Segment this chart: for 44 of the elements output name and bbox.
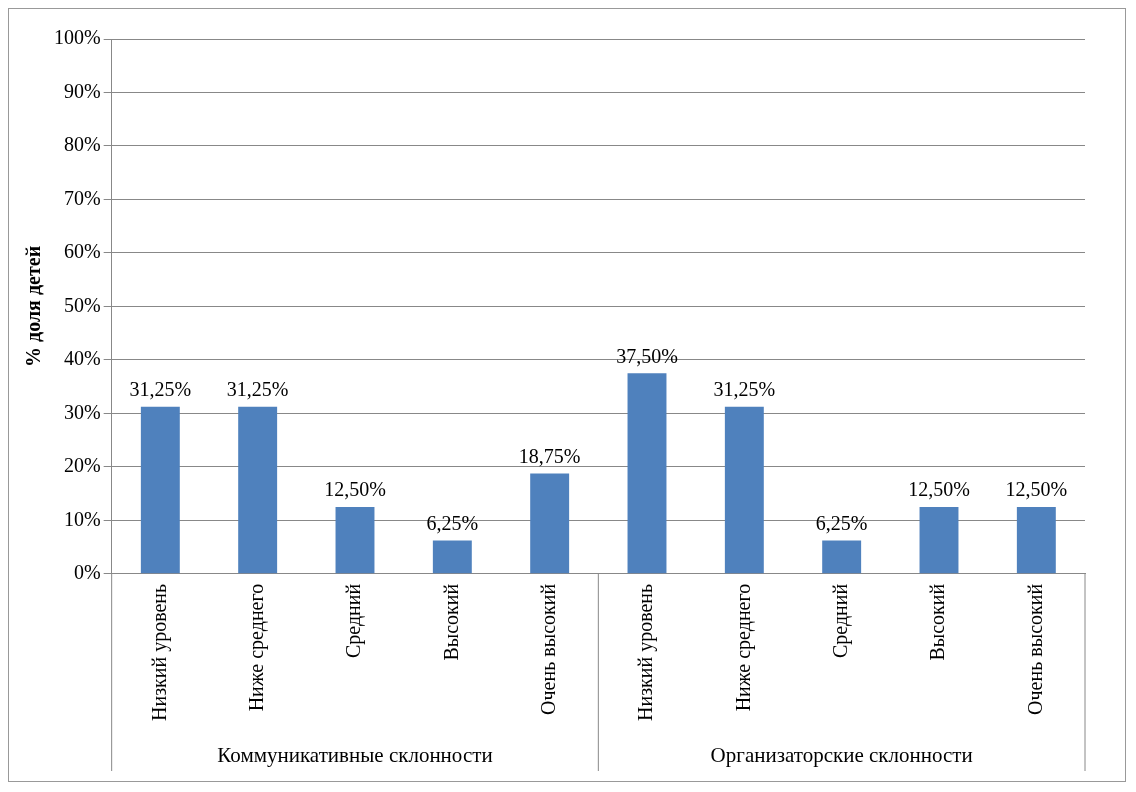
- x-tick-label: Низкий уровень: [147, 583, 171, 722]
- bar: [530, 473, 570, 574]
- y-tick-label: 30%: [63, 400, 101, 423]
- data-label: 37,50%: [616, 344, 678, 367]
- bar: [822, 540, 862, 574]
- x-tick-label: Очень высокий: [536, 583, 559, 715]
- data-label: 12,50%: [1005, 478, 1068, 501]
- x-tick-label: Низкий уровень: [634, 583, 658, 722]
- y-tick-label: 70%: [63, 186, 101, 209]
- bar: [919, 506, 959, 574]
- data-label: 6,25%: [426, 511, 479, 534]
- bar: [335, 506, 375, 574]
- y-tick-label: 0%: [73, 561, 101, 584]
- x-tick-label: Очень высокий: [1023, 583, 1046, 715]
- data-label: 31,25%: [129, 377, 192, 400]
- data-label: 18,75%: [518, 444, 581, 467]
- x-tick-label: Средний: [828, 583, 852, 659]
- x-tick-label: Средний: [342, 583, 366, 659]
- data-label: 31,25%: [226, 377, 289, 400]
- bar: [140, 406, 180, 574]
- text: Организаторские склонности: [710, 743, 973, 768]
- bar: [627, 373, 667, 574]
- y-tick-label: 90%: [63, 79, 101, 102]
- y-tick-label: 40%: [63, 347, 101, 370]
- data-label: 31,25%: [713, 377, 776, 400]
- data-label: 12,50%: [324, 478, 386, 501]
- y-tick-label: 20%: [63, 454, 101, 477]
- y-axis-title: % доля детей: [22, 245, 45, 367]
- x-tick-label: Ниже среднего: [731, 583, 755, 712]
- bar: [238, 406, 278, 574]
- data-label: 12,50%: [908, 478, 970, 501]
- text: Коммуникативные склонности: [217, 743, 493, 768]
- y-tick-label: 10%: [63, 507, 101, 530]
- x-tick-label: Высокий: [439, 583, 462, 661]
- data-label: 6,25%: [815, 511, 868, 534]
- x-tick-label: Ниже среднего: [244, 583, 268, 712]
- y-tick-label: 50%: [63, 293, 101, 316]
- bar: [724, 406, 764, 574]
- x-tick-label: Высокий: [926, 583, 949, 661]
- bar: [432, 540, 472, 574]
- y-tick-label: 80%: [63, 133, 101, 156]
- y-tick-label: 60%: [63, 240, 101, 263]
- bar: [1016, 506, 1056, 574]
- y-tick-label: 100%: [53, 26, 101, 49]
